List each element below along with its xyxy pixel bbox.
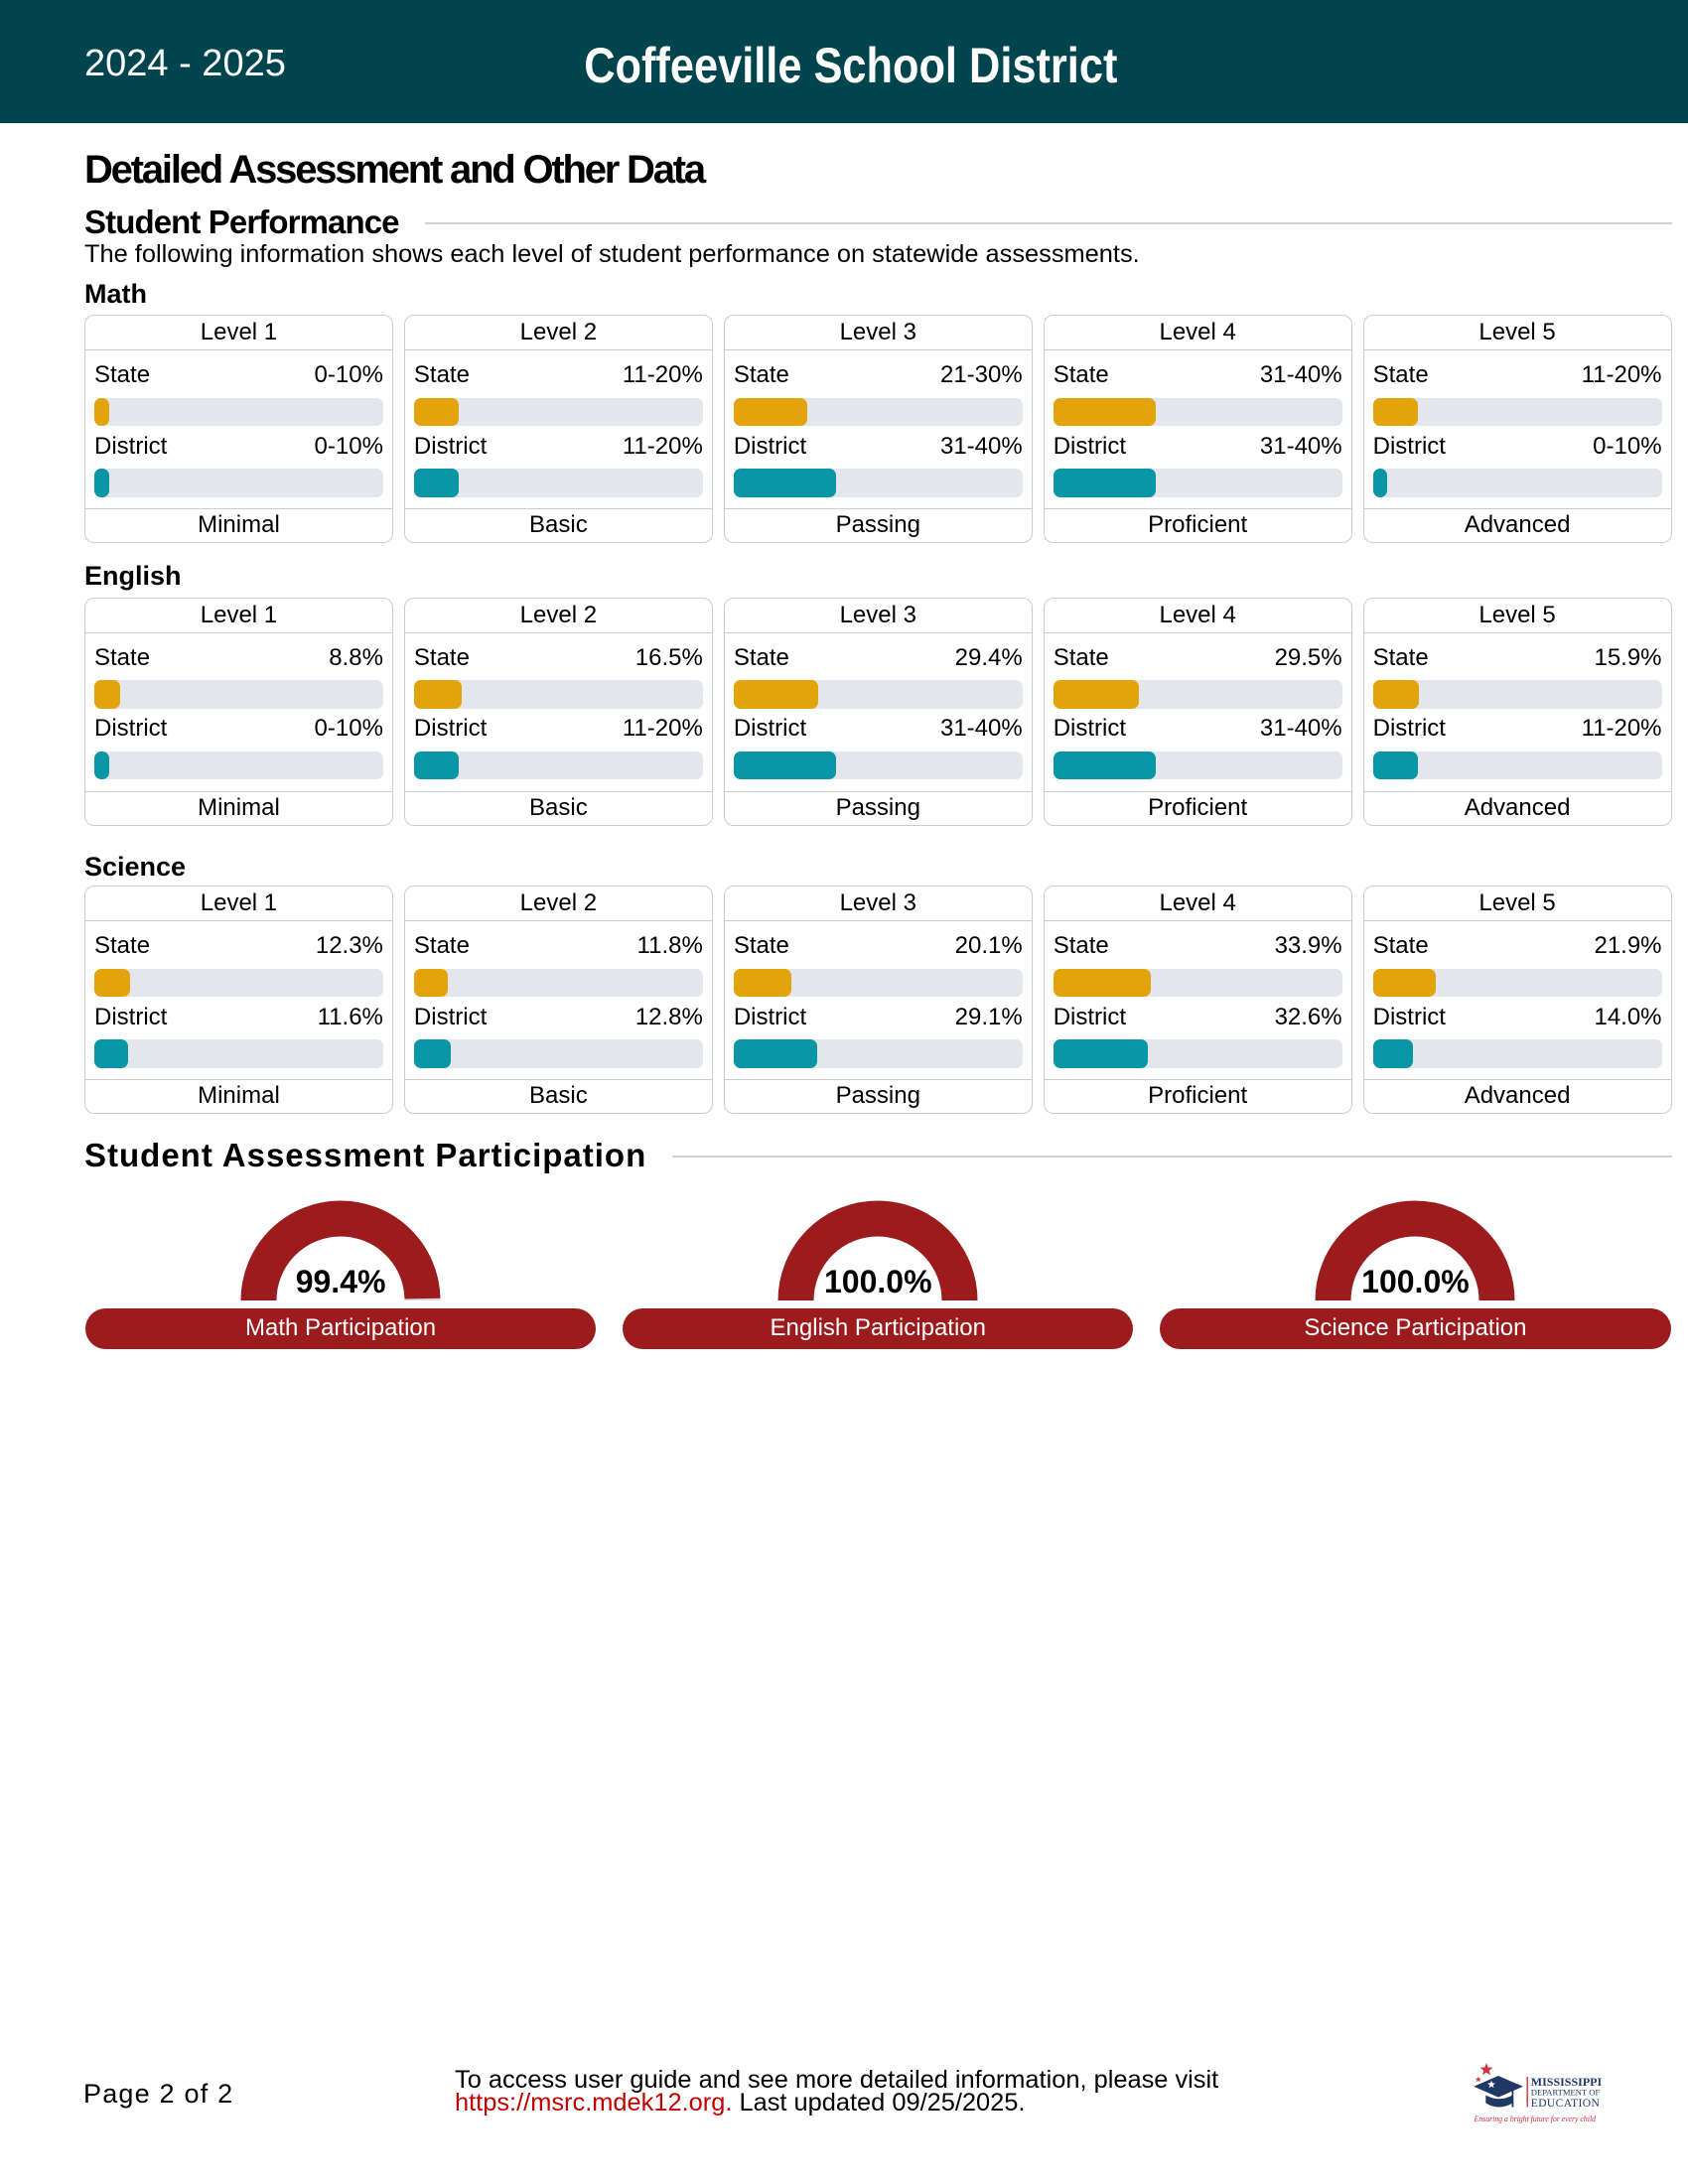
- svg-text:DEPARTMENT OF: DEPARTMENT OF: [1531, 2087, 1601, 2097]
- svg-text:Ensuring a bright future for e: Ensuring a bright future for every child: [1474, 2115, 1597, 2123]
- svg-text:EDUCATION: EDUCATION: [1531, 2098, 1601, 2110]
- svg-text:MISSISSIPPI: MISSISSIPPI: [1531, 2075, 1603, 2089]
